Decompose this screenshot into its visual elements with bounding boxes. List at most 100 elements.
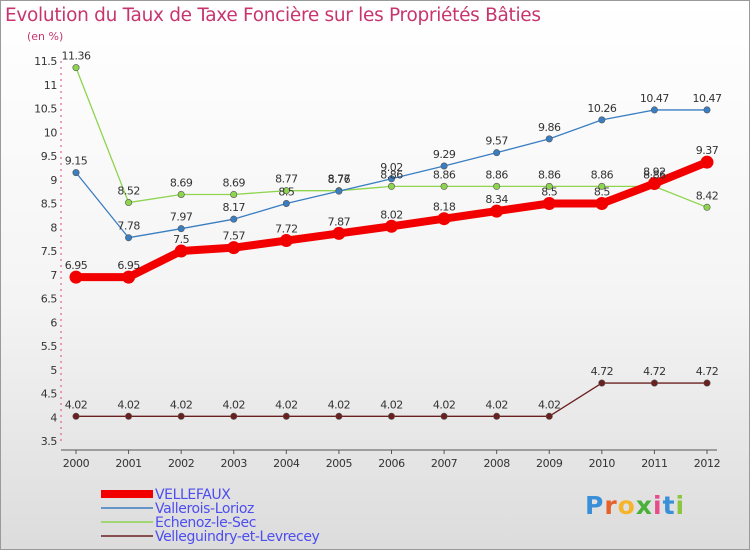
data-point-vellefaux (437, 212, 451, 226)
data-point-vallerois-lorioz (72, 169, 80, 177)
logo-letter: t (662, 491, 676, 520)
data-label-vallerois-lorioz: 9.02 (380, 161, 403, 174)
logo-letter: i (675, 491, 686, 520)
data-label-vallerois-lorioz: 10.26 (587, 102, 616, 115)
data-point-echenoz-le-sec (282, 187, 290, 195)
x-tick-label: 2005 (326, 457, 353, 470)
series-lines (72, 67, 711, 417)
data-point-vallerois-lorioz (387, 175, 395, 183)
data-point-vallerois-lorioz (282, 200, 290, 208)
chart-title: Evolution du Taux de Taxe Foncière sur l… (5, 5, 541, 26)
data-label-velleguindry-et-levrecey: 4.02 (485, 398, 508, 411)
logo-letter: P (585, 491, 605, 520)
data-point-velleguindry-et-levrecey (177, 412, 185, 420)
data-label-echenoz-le-sec: 11.36 (62, 50, 91, 63)
data-point-echenoz-le-sec (72, 64, 80, 72)
data-label-vallerois-lorioz: 9.57 (485, 135, 508, 148)
logo-letter: o (617, 491, 636, 520)
y-tick-label: 9.5 (41, 150, 58, 163)
data-point-echenoz-le-sec (125, 199, 133, 207)
data-label-echenoz-le-sec: 8.86 (591, 168, 614, 181)
data-point-vellefaux (332, 226, 346, 240)
x-tick-label: 2007 (431, 457, 458, 470)
data-labels: 4.02 4.02 4.02 4.02 4.02 4.02 4.02 4.02 4.02 4.02… (62, 50, 723, 412)
data-label-vellefaux: 8.5 (594, 186, 610, 199)
data-point-vellefaux (69, 270, 83, 284)
legend-label-vellefaux: VELLEFAUX (155, 487, 231, 503)
data-point-velleguindry-et-levrecey (72, 412, 80, 420)
data-point-vellefaux (174, 244, 188, 258)
logo-letter: x (635, 491, 653, 520)
data-label-velleguindry-et-levrecey: 4.02 (380, 398, 403, 411)
data-point-vallerois-lorioz (650, 106, 658, 114)
data-label-echenoz-le-sec: 8.52 (117, 185, 140, 198)
data-point-vellefaux (647, 177, 661, 191)
y-tick-label: 3.5 (41, 435, 58, 448)
data-point-velleguindry-et-levrecey (545, 412, 553, 420)
axes (60, 61, 717, 454)
data-label-echenoz-le-sec: 8.77 (328, 173, 351, 186)
data-label-vallerois-lorioz: 7.97 (170, 211, 193, 224)
data-point-echenoz-le-sec (387, 182, 395, 190)
data-label-vellefaux: 6.95 (117, 259, 140, 272)
data-point-velleguindry-et-levrecey (493, 412, 501, 420)
logo-letter: r (604, 491, 618, 520)
data-label-echenoz-le-sec: 8.69 (223, 176, 246, 189)
data-point-vellefaux (227, 241, 241, 255)
data-label-echenoz-le-sec: 8.86 (380, 168, 403, 181)
data-label-vellefaux: 8.34 (485, 193, 508, 206)
y-tick-label: 5 (50, 364, 57, 377)
data-point-vellefaux (595, 197, 609, 210)
data-point-vallerois-lorioz (703, 106, 711, 114)
data-point-echenoz-le-sec (493, 182, 501, 190)
proxiti-logo: Proxiti (585, 491, 685, 520)
data-label-velleguindry-et-levrecey: 4.02 (328, 398, 351, 411)
data-label-echenoz-le-sec: 8.86 (485, 168, 508, 181)
data-point-vallerois-lorioz (335, 187, 343, 195)
x-tick-label: 2004 (273, 457, 300, 470)
legend-label-echenoz-le-sec: Echenoz-le-Sec (155, 515, 256, 531)
data-label-vellefaux: 6.95 (65, 259, 88, 272)
data-label-vellefaux: 7.72 (275, 223, 298, 236)
y-tick-label: 11 (44, 79, 57, 92)
x-tick-label: 2002 (168, 457, 194, 470)
data-label-velleguindry-et-levrecey: 4.72 (696, 365, 719, 378)
data-label-velleguindry-et-levrecey: 4.02 (223, 398, 246, 411)
x-tick-label: 2003 (221, 457, 248, 470)
data-label-vallerois-lorioz: 9.15 (65, 155, 88, 168)
data-label-vellefaux: 7.87 (328, 215, 351, 228)
data-point-vallerois-lorioz (440, 162, 448, 170)
data-label-vellefaux: 9.37 (696, 144, 719, 157)
data-label-vallerois-lorioz: 7.78 (117, 220, 140, 233)
logo-letter: i (653, 491, 663, 520)
y-tick-label: 4 (50, 411, 57, 424)
data-point-velleguindry-et-levrecey (125, 412, 133, 420)
data-point-vallerois-lorioz (545, 135, 553, 143)
data-point-velleguindry-et-levrecey (230, 412, 238, 420)
data-point-vallerois-lorioz (177, 225, 185, 233)
legend-label-vallerois-lorioz: Vallerois-Lorioz (155, 501, 254, 517)
legend-label-velleguindry-et-levrecey: Velleguindry-et-Levrecey (155, 529, 320, 545)
data-label-vellefaux: 8.5 (541, 186, 557, 199)
data-point-vellefaux (279, 234, 293, 248)
data-label-velleguindry-et-levrecey: 4.02 (538, 398, 561, 411)
data-label-vellefaux: 7.57 (223, 230, 246, 243)
data-label-echenoz-le-sec: 8.86 (643, 168, 666, 181)
data-label-vallerois-lorioz: 10.47 (640, 92, 669, 105)
y-tick-label: 4.5 (41, 388, 58, 401)
data-label-velleguindry-et-levrecey: 4.72 (643, 365, 666, 378)
data-point-vallerois-lorioz (493, 149, 501, 157)
x-tick-label: 2008 (483, 457, 510, 470)
data-point-velleguindry-et-levrecey (387, 412, 395, 420)
tick-labels: 3.5 4 4.5 5 5.5 6 6.5 7 7.5 8 8.5 9 9.5 10 10.5 11 11.5 2… (34, 55, 721, 470)
data-label-velleguindry-et-levrecey: 4.02 (433, 398, 456, 411)
data-label-echenoz-le-sec: 8.86 (433, 168, 456, 181)
data-label-velleguindry-et-levrecey: 4.02 (65, 398, 88, 411)
data-point-vellefaux (490, 204, 504, 218)
y-tick-label: 10.5 (34, 103, 57, 116)
data-point-vallerois-lorioz (230, 215, 238, 223)
data-point-velleguindry-et-levrecey (335, 412, 343, 420)
y-tick-label: 7 (50, 269, 57, 282)
data-point-velleguindry-et-levrecey (282, 412, 290, 420)
